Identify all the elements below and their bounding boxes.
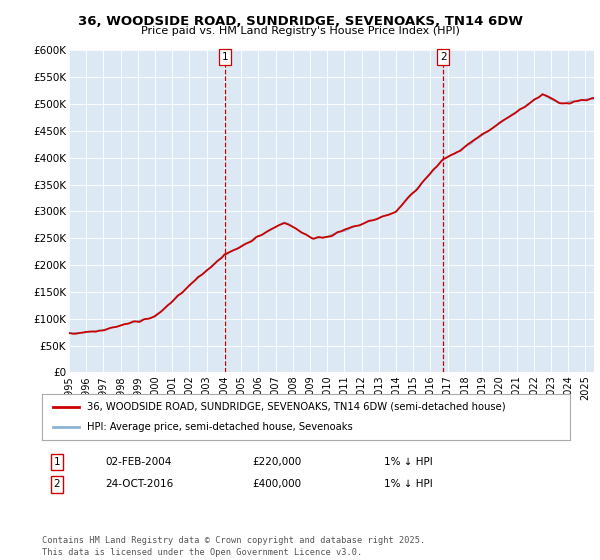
Text: 24-OCT-2016: 24-OCT-2016 [105,479,173,489]
Text: 36, WOODSIDE ROAD, SUNDRIDGE, SEVENOAKS, TN14 6DW (semi-detached house): 36, WOODSIDE ROAD, SUNDRIDGE, SEVENOAKS,… [87,402,506,412]
Text: 1% ↓ HPI: 1% ↓ HPI [384,479,433,489]
Text: 2: 2 [53,479,61,489]
Text: £400,000: £400,000 [252,479,301,489]
Text: Contains HM Land Registry data © Crown copyright and database right 2025.
This d: Contains HM Land Registry data © Crown c… [42,536,425,557]
Text: 2: 2 [440,52,446,62]
Text: 1: 1 [53,457,61,467]
Text: Price paid vs. HM Land Registry's House Price Index (HPI): Price paid vs. HM Land Registry's House … [140,26,460,36]
Text: 36, WOODSIDE ROAD, SUNDRIDGE, SEVENOAKS, TN14 6DW: 36, WOODSIDE ROAD, SUNDRIDGE, SEVENOAKS,… [77,15,523,28]
Text: HPI: Average price, semi-detached house, Sevenoaks: HPI: Average price, semi-detached house,… [87,422,353,432]
Text: £220,000: £220,000 [252,457,301,467]
Text: 02-FEB-2004: 02-FEB-2004 [105,457,172,467]
Text: 1% ↓ HPI: 1% ↓ HPI [384,457,433,467]
Text: 1: 1 [222,52,229,62]
